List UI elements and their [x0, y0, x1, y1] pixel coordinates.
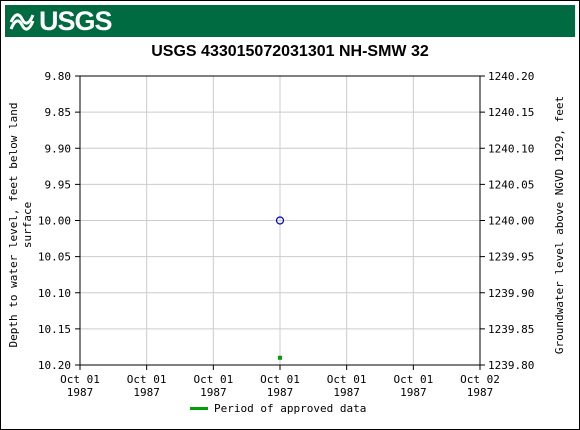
x-tick-year-label: 1987 — [333, 386, 360, 399]
y-right-tick-label: 1239.85 — [488, 323, 534, 336]
x-tick-label: Oct 01 — [127, 373, 167, 386]
y-left-axis-label-line1: Depth to water level, feet below land — [7, 102, 20, 347]
usgs-banner: USGS — [5, 5, 575, 37]
x-tick-label: Oct 01 — [193, 373, 233, 386]
x-tick-year-label: 1987 — [67, 386, 94, 399]
y-left-axis-label-2: surface — [21, 202, 34, 248]
grid-lines — [80, 76, 480, 365]
y-left-axis-label-line2: surface — [21, 202, 34, 248]
legend: Period of approved data — [190, 402, 366, 415]
y-right-tick-label: 1240.10 — [488, 142, 534, 155]
y-right-tick-label: 1240.20 — [488, 70, 534, 83]
y-left-tick-label: 9.80 — [45, 70, 72, 83]
y-right-tick-label: 1240.00 — [488, 215, 534, 228]
y-left-tick-label: 10.20 — [38, 359, 71, 372]
legend-label: Period of approved data — [214, 402, 367, 415]
y-left-tick-label: 9.90 — [45, 142, 72, 155]
y-left-tick-label: 10.15 — [38, 323, 71, 336]
x-tick-label: Oct 02 — [460, 373, 500, 386]
x-tick-year-label: 1987 — [400, 386, 427, 399]
y-right-tick-label: 1239.80 — [488, 359, 534, 372]
y-left-tick-label: 10.00 — [38, 215, 71, 228]
y-left-axis-label: Depth to water level, feet below land — [7, 102, 20, 347]
y-left-tick-label: 10.10 — [38, 287, 71, 300]
y-right-ticks: 1240.20 1240.15 1240.10 1240.05 1240.00 1239.… — [480, 70, 534, 372]
y-left-tick-label: 9.85 — [45, 106, 72, 119]
usgs-logo[interactable]: USGS — [5, 5, 113, 37]
x-tick-year-label: 1987 — [200, 386, 227, 399]
x-tick-year-label: 1987 — [467, 386, 494, 399]
x-tick-label: Oct 01 — [393, 373, 433, 386]
data-point-approved — [278, 355, 282, 360]
y-right-tick-label: 1239.90 — [488, 287, 534, 300]
y-left-tick-label: 9.95 — [45, 178, 72, 191]
y-left-tick-label: 10.05 — [38, 251, 71, 264]
y-right-tick-label: 1240.15 — [488, 106, 534, 119]
x-tick-label: Oct 01 — [327, 373, 367, 386]
data-marks — [275, 216, 285, 360]
x-tick-year-label: 1987 — [133, 386, 160, 399]
legend-swatch — [190, 407, 208, 410]
x-tick-label: Oct 01 — [260, 373, 300, 386]
x-tick-label: Oct 01 — [60, 373, 100, 386]
usgs-logo-text: USGS — [39, 5, 113, 36]
y-left-ticks: 9.80 9.85 9.90 9.95 10.00 10.05 10.10 10.15 10.2… — [38, 70, 80, 372]
x-tick-year-label: 1987 — [267, 386, 294, 399]
y-right-axis-label: Groundwater level above NGVD 1929, feet — [553, 96, 566, 354]
chart-title: USGS 433015072031301 NH-SMW 32 — [151, 43, 429, 60]
usgs-logo-icon — [9, 13, 35, 31]
data-point-measurement — [275, 216, 285, 225]
y-right-tick-label: 1239.95 — [488, 251, 534, 264]
y-right-tick-label: 1240.05 — [488, 178, 534, 191]
